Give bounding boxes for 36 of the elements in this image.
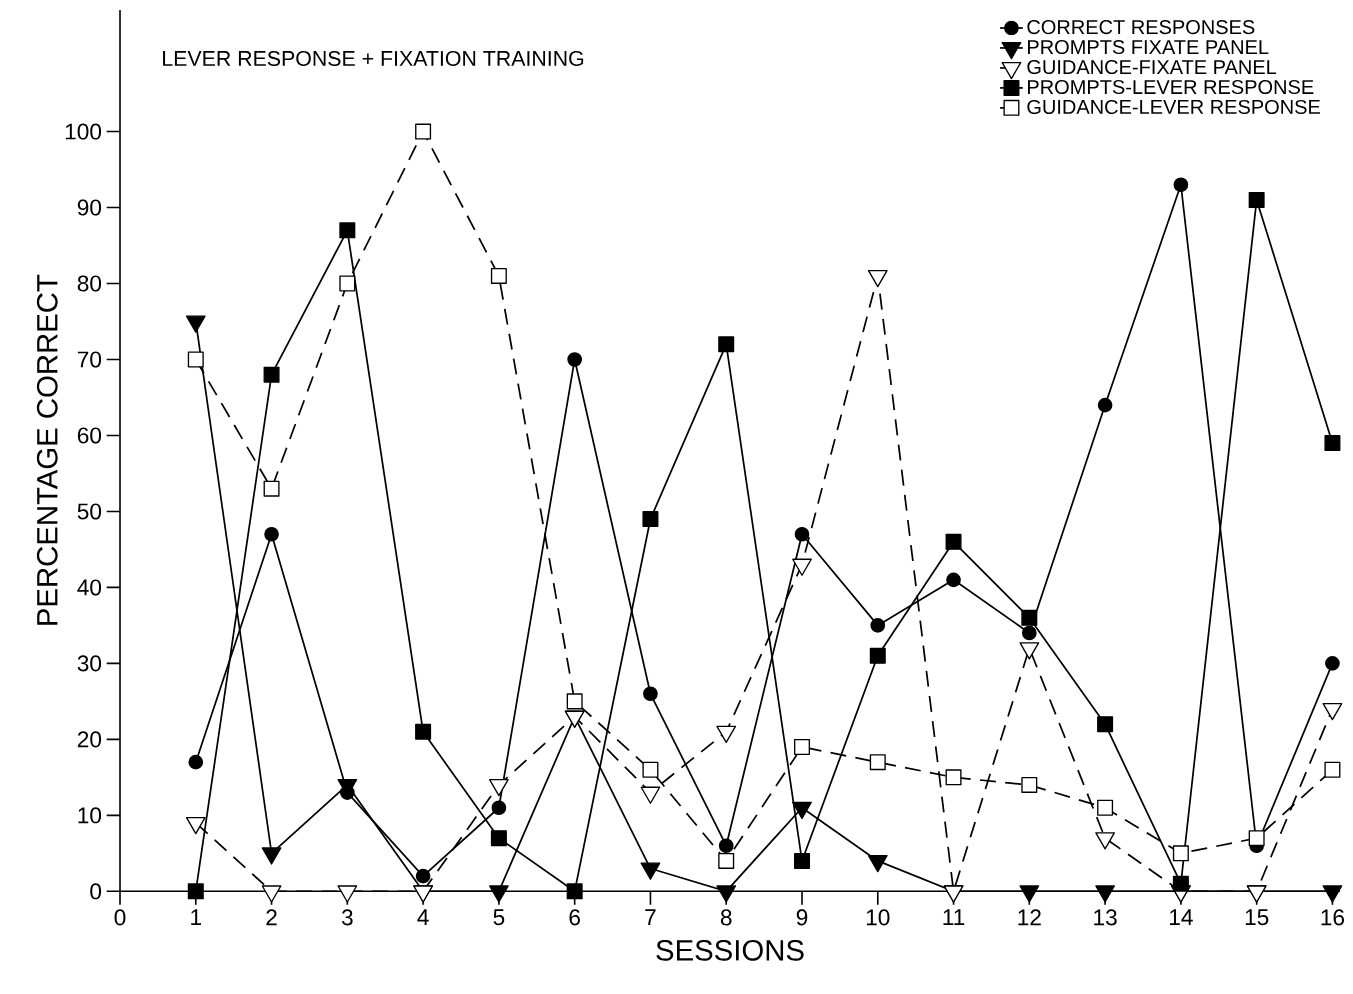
x-tick-label: 3 <box>341 909 353 926</box>
x-tick-label: 6 <box>569 909 580 926</box>
x-tick-label: 2 <box>266 909 277 926</box>
x-tick-label: 1 <box>191 909 201 925</box>
y-tick-label: 30 <box>77 655 102 672</box>
y-tick-label: 100 <box>65 123 102 140</box>
annotation: LEVER RESPONSE + FIXATION TRAINING <box>163 50 584 66</box>
legend-label: PROMPTS-LEVER RESPONSE <box>1028 79 1314 95</box>
y-tick-label: 40 <box>77 579 102 596</box>
x-axis-title: SESSIONS <box>656 939 804 961</box>
y-tick-label: 60 <box>77 427 102 444</box>
x-tick-label: 11 <box>943 909 965 925</box>
x-tick-label: 10 <box>866 909 890 926</box>
x-tick-label: 14 <box>1170 909 1193 925</box>
x-tick-label: 16 <box>1321 909 1345 926</box>
y-tick-label: 50 <box>77 503 102 520</box>
y-tick-label: 70 <box>77 351 102 368</box>
y-tick-label: 20 <box>77 731 102 748</box>
x-tick-label: 15 <box>1245 909 1269 926</box>
x-tick-label: 13 <box>1094 909 1117 926</box>
legend-label: CORRECT RESPONSES <box>1027 19 1255 35</box>
y-tick-label: 0 <box>90 883 102 900</box>
x-tick-label: 4 <box>417 909 429 925</box>
x-tick-label: 7 <box>645 909 656 925</box>
x-tick-label: 0 <box>114 909 126 926</box>
x-tick-label: 12 <box>1018 909 1041 926</box>
legend-label: GUIDANCE-LEVER RESPONSE <box>1027 99 1320 115</box>
y-axis-title: PERCENTAGE CORRECT <box>36 274 58 625</box>
x-tick-label: 9 <box>796 909 808 926</box>
x-tick-label: 5 <box>493 909 505 926</box>
x-tick-label: 8 <box>720 909 732 926</box>
y-tick-label: 90 <box>77 199 102 216</box>
legend-label: GUIDANCE-FIXATE PANEL <box>1027 59 1277 75</box>
y-tick-label: 80 <box>77 275 102 292</box>
legend-label: PROMPTS FIXATE PANEL <box>1028 39 1269 55</box>
y-tick-label: 10 <box>78 807 102 824</box>
